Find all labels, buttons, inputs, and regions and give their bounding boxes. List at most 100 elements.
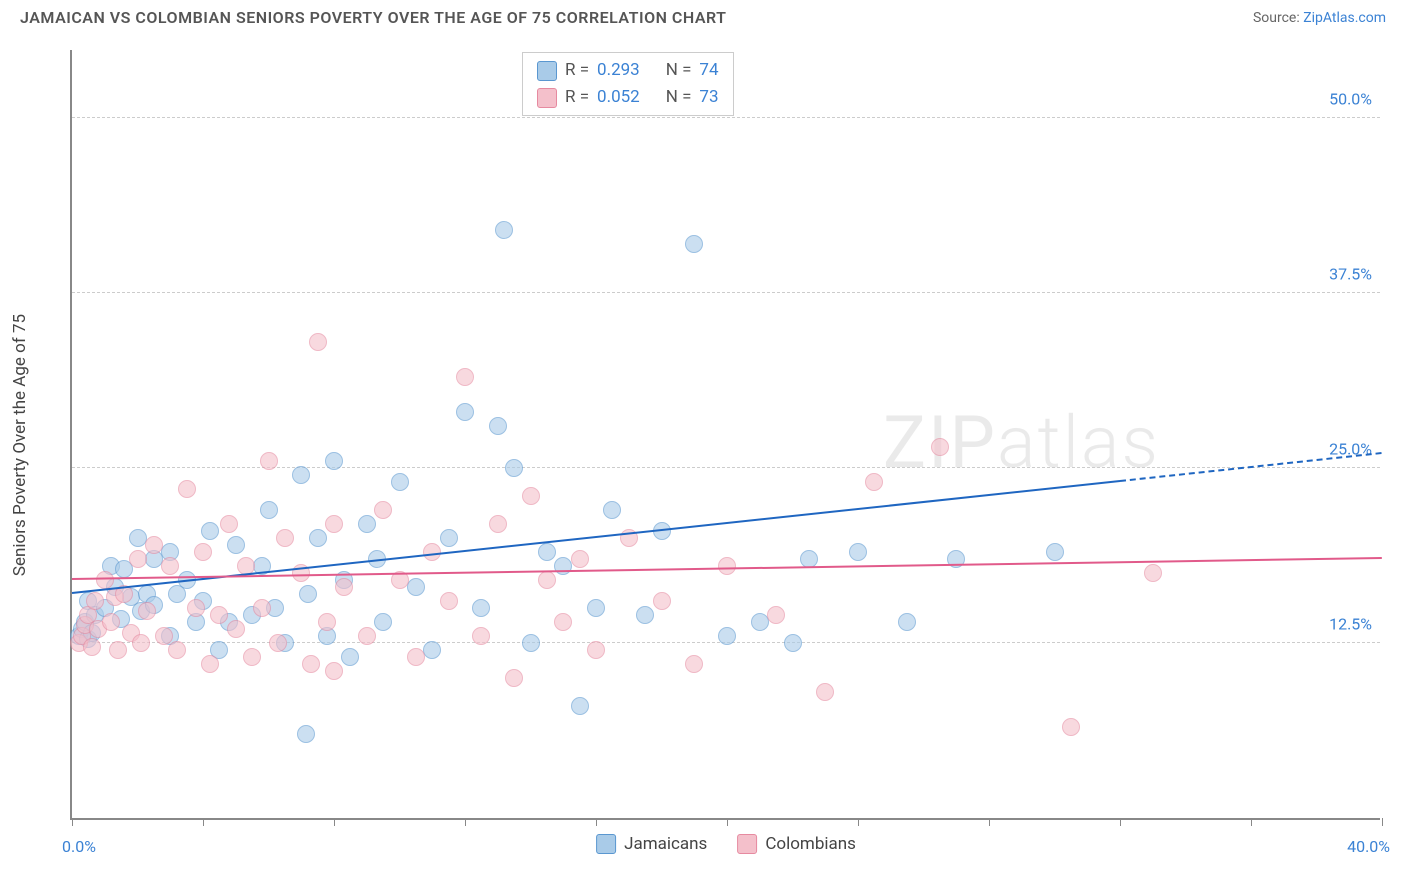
data-point [178,480,196,498]
data-point [495,221,513,239]
data-point [201,655,219,673]
data-point [554,557,572,575]
data-point [299,585,317,603]
data-point [849,543,867,561]
data-point [636,606,654,624]
data-point [132,634,150,652]
chart-container: Seniors Poverty Over the Age of 75 ZIPat… [50,50,1390,840]
data-point [309,333,327,351]
legend-item: Jamaicans [596,834,707,854]
data-point [423,641,441,659]
legend-label: Jamaicans [624,834,707,854]
legend-label: Colombians [765,834,856,854]
chart-title: JAMAICAN VS COLOMBIAN SENIORS POVERTY OV… [20,8,727,27]
data-point [865,473,883,491]
data-point [718,557,736,575]
data-point [253,599,271,617]
gridline [72,292,1380,293]
data-point [145,536,163,554]
data-point [751,613,769,631]
legend-swatch [737,834,757,854]
data-point [505,669,523,687]
data-point [194,543,212,561]
data-point [276,529,294,547]
data-point [109,641,127,659]
x-tick-mark [203,818,204,826]
data-point [243,648,261,666]
source-link[interactable]: ZipAtlas.com [1303,10,1386,26]
stats-row: R =0.052N =73 [537,84,719,111]
data-point [784,634,802,652]
data-point [554,613,572,631]
data-point [472,599,490,617]
data-point [210,606,228,624]
x-tick-mark [1251,818,1252,826]
data-point [522,634,540,652]
data-point [374,501,392,519]
y-axis-title: Seniors Poverty Over the Age of 75 [10,314,30,576]
data-point [86,592,104,610]
x-tick-mark [727,818,728,826]
data-point [407,578,425,596]
data-point [129,550,147,568]
legend: Jamaicans Colombians [596,834,856,854]
data-point [187,599,205,617]
data-point [456,368,474,386]
data-point [440,529,458,547]
data-point [335,578,353,596]
data-point [129,529,147,547]
x-axis-min-label: 0.0% [62,837,96,856]
x-tick-mark [334,818,335,826]
x-tick-mark [1382,818,1383,826]
x-tick-mark [596,818,597,826]
data-point [260,452,278,470]
data-point [391,473,409,491]
legend-swatch [596,834,616,854]
data-point [1144,564,1162,582]
data-point [587,641,605,659]
data-point [489,417,507,435]
data-point [302,655,320,673]
data-point [358,515,376,533]
chart-header: JAMAICAN VS COLOMBIAN SENIORS POVERTY OV… [0,0,1406,27]
data-point [522,487,540,505]
data-point [407,648,425,666]
data-point [931,438,949,456]
data-point [220,515,238,533]
legend-item: Colombians [737,834,856,854]
series-swatch [537,88,557,108]
data-point [83,638,101,656]
data-point [96,571,114,589]
x-axis-max-label: 40.0% [1347,837,1390,856]
data-point [505,459,523,477]
y-tick-label: 12.5% [1322,615,1382,634]
y-tick-label: 37.5% [1322,265,1382,284]
data-point [325,662,343,680]
data-point [374,613,392,631]
data-point [297,725,315,743]
x-tick-mark [858,818,859,826]
data-point [538,543,556,561]
data-point [260,501,278,519]
data-point [587,599,605,617]
y-tick-label: 50.0% [1322,90,1382,109]
correlation-stats-box: R =0.293N =74R =0.052N =73 [522,52,734,116]
data-point [325,515,343,533]
data-point [653,592,671,610]
data-point [898,613,916,631]
data-point [685,235,703,253]
data-point [269,634,287,652]
watermark: ZIPatlas [883,400,1160,485]
data-point [168,641,186,659]
r-value: 0.052 [597,84,640,111]
data-point [138,602,156,620]
x-tick-mark [465,818,466,826]
data-point [318,613,336,631]
data-point [538,571,556,589]
data-point [227,536,245,554]
x-tick-mark [72,818,73,826]
x-tick-mark [1120,818,1121,826]
stats-row: R =0.293N =74 [537,57,719,84]
data-point [341,648,359,666]
data-point [603,501,621,519]
